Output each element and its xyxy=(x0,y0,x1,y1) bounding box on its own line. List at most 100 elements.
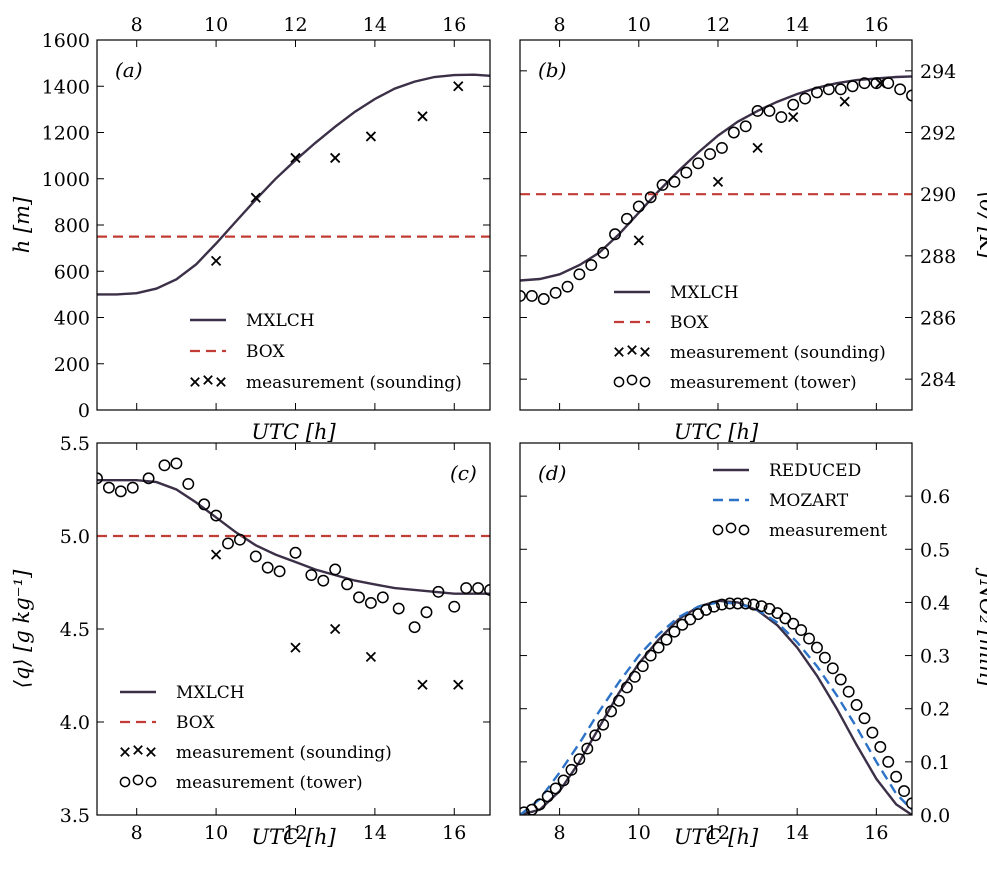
data-point-circle xyxy=(680,166,693,179)
data-point-circle xyxy=(549,286,562,299)
data-point-circle xyxy=(739,120,752,133)
data-point-cross xyxy=(453,81,464,92)
data-point-circle xyxy=(660,633,673,646)
data-point-cross xyxy=(453,679,464,690)
legend-label: measurement (tower) xyxy=(670,373,857,393)
y-tick-label: 1000 xyxy=(42,169,90,191)
y-axis-label: JNO₂ [min] xyxy=(975,567,987,687)
data-point-circle xyxy=(656,178,669,191)
x-tick-label-top: 12 xyxy=(283,14,307,36)
legend-swatch xyxy=(133,745,143,755)
data-point-circle xyxy=(561,280,574,293)
x-tick-label-top: 8 xyxy=(131,14,143,36)
data-point-circle xyxy=(341,578,354,591)
y-tick-label: 400 xyxy=(54,308,90,330)
data-point-circle xyxy=(525,289,538,302)
data-point-circle xyxy=(589,729,602,742)
data-point-circle xyxy=(751,104,764,117)
legend-swatch xyxy=(712,524,724,536)
data-point-cross xyxy=(417,679,428,690)
y-tick-label: 0.5 xyxy=(920,539,950,561)
data-point-circle xyxy=(870,77,883,90)
x-axis-label: UTC [h] xyxy=(251,825,336,849)
data-point-circle xyxy=(376,591,389,604)
legend-swatch xyxy=(613,376,625,388)
axes-frame xyxy=(96,442,491,816)
legend-label: measurement (sounding) xyxy=(670,343,886,363)
data-point-cross xyxy=(712,176,724,187)
data-point-circle xyxy=(811,641,823,654)
data-point-circle xyxy=(787,98,800,111)
x-tick-label-top: 14 xyxy=(785,14,809,36)
data-point-circle xyxy=(222,537,234,550)
x-tick-label: 8 xyxy=(131,822,143,844)
series-line-mxlch xyxy=(97,73,490,296)
x-tick-label: 8 xyxy=(554,822,566,844)
legend-label: BOX xyxy=(670,313,709,333)
data-point-circle xyxy=(392,602,405,615)
data-point-circle xyxy=(874,741,887,753)
plot-area xyxy=(97,457,490,690)
x-tick-label-top: 16 xyxy=(864,14,888,36)
data-point-circle xyxy=(597,246,610,259)
data-point-circle xyxy=(818,651,831,664)
data-point-circle xyxy=(708,600,720,613)
data-point-circle xyxy=(605,705,618,718)
x-tick-label-top: 16 xyxy=(442,14,466,36)
data-point-circle xyxy=(609,228,621,241)
y-tick-label: 1200 xyxy=(42,123,90,145)
y-tick-label: 5.0 xyxy=(60,526,90,548)
data-point-circle xyxy=(731,597,744,610)
x-tick-label: 12 xyxy=(283,822,307,844)
data-point-circle xyxy=(795,624,808,637)
data-point-circle xyxy=(533,798,546,811)
data-point-circle xyxy=(676,618,689,631)
data-point-circle xyxy=(822,83,835,96)
data-point-circle xyxy=(408,621,421,634)
legend-label: measurement (tower) xyxy=(176,773,363,793)
legend-swatch xyxy=(145,776,157,788)
legend-label: measurement xyxy=(769,521,887,541)
axes-frame xyxy=(519,442,913,816)
data-point-cross xyxy=(290,642,301,653)
legend-swatch xyxy=(120,747,130,757)
data-point-circle xyxy=(273,565,286,578)
data-point-circle xyxy=(803,632,816,645)
legend-swatch xyxy=(216,377,226,387)
legend-label: measurement (sounding) xyxy=(246,373,462,393)
data-point-circle xyxy=(210,509,223,522)
data-point-circle xyxy=(432,585,445,598)
panel-d: 8 10 12 14 16 0.0 0.1 0.2 0.3 0.4 0.5 0.6 UTC [h] JNO… xyxy=(519,442,987,849)
plot-area xyxy=(520,597,912,815)
data-point-circle xyxy=(249,550,262,563)
data-point-circle xyxy=(775,111,788,124)
data-point-cross xyxy=(210,255,222,266)
legend-label: MXLCH xyxy=(246,311,315,331)
legend-label: BOX xyxy=(246,342,285,362)
data-point-circle xyxy=(305,569,318,582)
data-point-circle xyxy=(142,472,155,485)
data-point-circle xyxy=(573,753,586,766)
data-point-circle xyxy=(668,625,681,638)
y-tick-label: 1600 xyxy=(42,30,90,52)
data-point-circle xyxy=(858,77,871,90)
plot-area xyxy=(97,73,490,296)
data-point-circle xyxy=(692,157,705,170)
data-point-cross xyxy=(633,235,644,246)
y-tick-label: 4.0 xyxy=(60,712,90,734)
data-point-circle xyxy=(894,83,907,96)
x-tick-label: 14 xyxy=(785,822,809,844)
data-point-circle xyxy=(890,770,903,783)
y-tick-label: 4.5 xyxy=(60,619,90,641)
data-point-circle xyxy=(850,699,863,711)
data-point-circle xyxy=(834,673,847,686)
data-point-circle xyxy=(715,598,728,611)
x-tick-label: 16 xyxy=(864,822,888,844)
data-point-circle xyxy=(329,563,342,576)
y-tick-label: 288 xyxy=(920,246,956,268)
data-point-circle xyxy=(826,662,839,675)
data-point-circle xyxy=(585,259,598,272)
data-point-circle xyxy=(811,86,823,99)
data-point-circle xyxy=(520,806,530,815)
